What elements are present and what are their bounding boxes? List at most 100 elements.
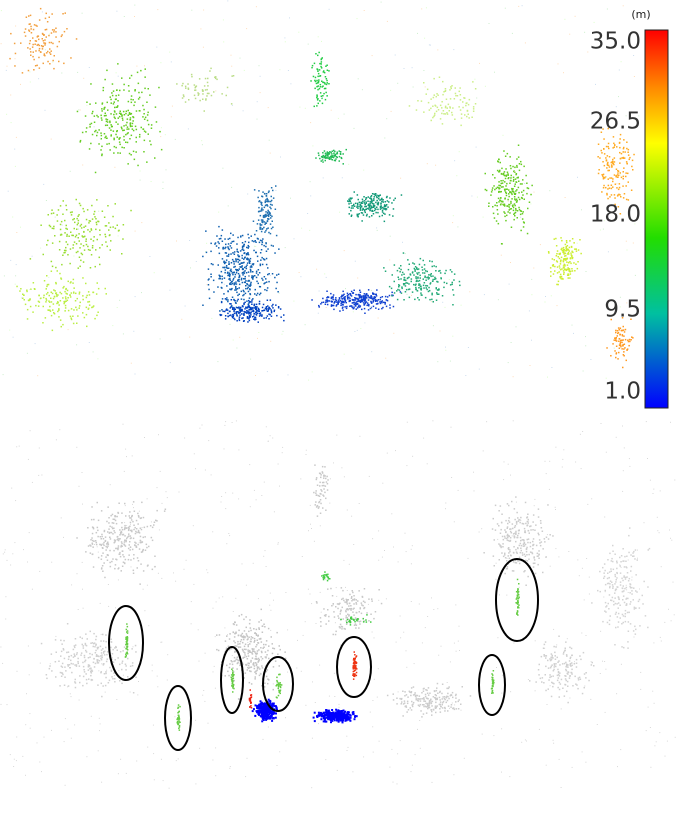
point: [228, 248, 230, 250]
point: [272, 438, 273, 439]
point: [439, 77, 441, 79]
point: [637, 550, 638, 551]
point: [128, 110, 130, 112]
point: [389, 295, 391, 297]
point: [451, 271, 453, 273]
point: [101, 545, 103, 547]
point: [395, 450, 396, 451]
point: [350, 210, 352, 212]
point: [107, 658, 109, 660]
point: [263, 245, 265, 247]
point: [162, 503, 163, 504]
point: [108, 522, 110, 524]
point: [258, 658, 260, 660]
point: [144, 119, 146, 121]
point: [165, 134, 166, 135]
point: [139, 97, 141, 99]
point: [348, 203, 350, 205]
point: [318, 36, 319, 37]
point: [103, 108, 105, 110]
point: [629, 341, 631, 343]
point: [51, 670, 53, 672]
point: [631, 580, 632, 581]
point: [301, 671, 302, 672]
point: [118, 670, 119, 671]
point: [262, 209, 264, 211]
point: [356, 206, 358, 208]
point: [582, 751, 583, 752]
point: [603, 148, 605, 150]
point: [261, 231, 263, 233]
point: [422, 269, 424, 271]
point: [90, 643, 92, 645]
point: [674, 480, 675, 481]
point: [225, 244, 227, 246]
point: [123, 125, 125, 127]
point: [338, 118, 339, 119]
point: [312, 681, 313, 682]
point: [424, 38, 425, 39]
point: [444, 273, 446, 275]
point: [320, 75, 322, 77]
point: [110, 99, 112, 101]
point: [51, 139, 52, 140]
point: [169, 290, 170, 291]
point: [33, 59, 35, 61]
point: [122, 529, 124, 531]
point: [141, 517, 143, 519]
point: [339, 150, 341, 152]
point: [4, 275, 5, 276]
point: [86, 314, 88, 316]
point: [215, 688, 216, 689]
point: [266, 566, 267, 567]
point: [13, 337, 14, 338]
point: [629, 339, 631, 341]
point: [97, 116, 99, 118]
point: [191, 623, 192, 624]
point: [342, 309, 344, 311]
point: [261, 210, 263, 212]
point: [256, 644, 258, 646]
point: [105, 634, 107, 636]
point: [279, 69, 280, 70]
point: [345, 300, 347, 302]
point: [39, 19, 41, 21]
point: [47, 51, 49, 53]
point: [531, 294, 532, 295]
point: [34, 44, 36, 46]
point: [14, 759, 15, 760]
point: [570, 252, 572, 254]
point: [363, 756, 364, 757]
point: [12, 217, 13, 218]
point: [650, 767, 651, 768]
point: [104, 530, 106, 532]
point: [110, 639, 112, 641]
point: [46, 288, 48, 290]
point: [586, 271, 587, 272]
point: [111, 671, 113, 673]
point: [46, 286, 48, 288]
point: [133, 507, 134, 508]
point: [241, 255, 243, 256]
point: [253, 263, 255, 265]
point: [30, 51, 32, 53]
point: [318, 81, 320, 83]
point: [95, 652, 97, 654]
point: [635, 275, 636, 276]
point: [265, 205, 267, 207]
point: [80, 225, 82, 227]
point: [10, 95, 11, 96]
point: [459, 281, 461, 283]
point: [325, 153, 327, 155]
point: [350, 294, 352, 296]
point: [232, 252, 234, 254]
point: [65, 250, 67, 252]
point: [211, 318, 212, 319]
point: [49, 63, 51, 65]
point: [63, 63, 65, 65]
point: [82, 562, 83, 563]
point: [62, 663, 64, 665]
point: [278, 464, 279, 465]
point: [245, 664, 247, 666]
point: [503, 150, 505, 152]
